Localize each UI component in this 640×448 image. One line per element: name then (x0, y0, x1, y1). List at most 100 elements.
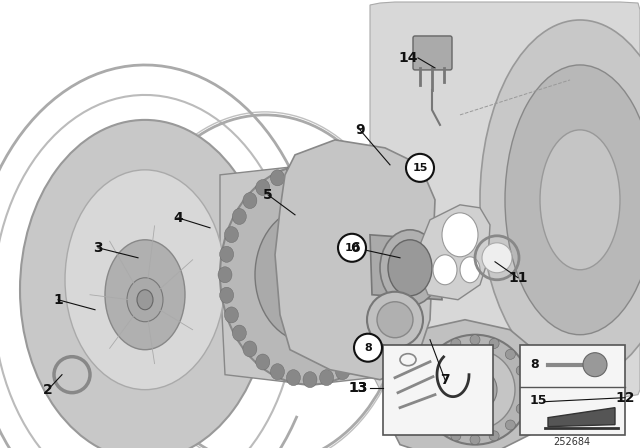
Text: 10: 10 (344, 243, 360, 253)
Ellipse shape (381, 307, 396, 323)
Polygon shape (275, 140, 435, 379)
Polygon shape (548, 408, 615, 426)
Ellipse shape (435, 349, 445, 359)
Ellipse shape (232, 208, 246, 224)
Ellipse shape (516, 404, 526, 414)
Circle shape (406, 154, 434, 182)
Ellipse shape (271, 170, 284, 186)
Text: 3: 3 (93, 241, 103, 255)
Polygon shape (385, 320, 545, 448)
Text: 5: 5 (263, 188, 273, 202)
Ellipse shape (243, 341, 257, 357)
Ellipse shape (451, 339, 461, 349)
Text: 11: 11 (508, 271, 528, 285)
Ellipse shape (256, 180, 270, 195)
Text: 15: 15 (412, 163, 428, 173)
Ellipse shape (583, 353, 607, 377)
Circle shape (354, 334, 382, 362)
Ellipse shape (363, 341, 377, 357)
Ellipse shape (105, 240, 185, 350)
Ellipse shape (420, 385, 430, 395)
Bar (520, 345, 625, 435)
Circle shape (338, 234, 366, 262)
Ellipse shape (380, 230, 440, 306)
Text: 4: 4 (173, 211, 183, 225)
Ellipse shape (287, 164, 300, 180)
Text: 12: 12 (615, 391, 635, 405)
Ellipse shape (220, 287, 234, 303)
Ellipse shape (60, 363, 84, 387)
Ellipse shape (520, 385, 530, 395)
Ellipse shape (506, 349, 515, 359)
Ellipse shape (489, 431, 499, 441)
Ellipse shape (218, 267, 232, 283)
Polygon shape (418, 205, 490, 300)
Ellipse shape (319, 164, 333, 180)
Ellipse shape (20, 120, 270, 448)
Ellipse shape (451, 431, 461, 441)
Ellipse shape (225, 227, 239, 243)
Ellipse shape (387, 287, 401, 303)
Ellipse shape (303, 162, 317, 178)
Text: 13: 13 (348, 381, 368, 395)
Ellipse shape (381, 227, 396, 243)
Bar (383, 345, 493, 435)
Ellipse shape (424, 366, 434, 375)
Text: 2: 2 (43, 383, 53, 396)
Ellipse shape (480, 20, 640, 379)
Ellipse shape (377, 302, 413, 338)
Ellipse shape (374, 325, 388, 341)
Ellipse shape (460, 257, 480, 283)
Ellipse shape (442, 213, 478, 257)
Polygon shape (370, 2, 640, 398)
Ellipse shape (420, 335, 530, 444)
Ellipse shape (220, 246, 234, 262)
Ellipse shape (232, 325, 246, 341)
Polygon shape (370, 235, 442, 300)
Ellipse shape (388, 240, 432, 296)
Polygon shape (220, 165, 400, 385)
Ellipse shape (387, 246, 401, 262)
Text: 9: 9 (355, 123, 365, 137)
Ellipse shape (470, 435, 480, 444)
Ellipse shape (435, 420, 445, 430)
Ellipse shape (335, 170, 349, 186)
Ellipse shape (287, 370, 300, 386)
Ellipse shape (335, 364, 349, 380)
Ellipse shape (319, 370, 333, 386)
Ellipse shape (433, 255, 457, 285)
Text: 8: 8 (530, 358, 539, 371)
Ellipse shape (540, 130, 620, 270)
Text: 6: 6 (350, 241, 360, 255)
Ellipse shape (350, 180, 364, 195)
Text: 15: 15 (530, 394, 547, 407)
Ellipse shape (374, 208, 388, 224)
Text: 252684: 252684 (554, 437, 591, 447)
Ellipse shape (137, 290, 153, 310)
Text: 14: 14 (398, 51, 418, 65)
Ellipse shape (388, 267, 402, 283)
Ellipse shape (470, 335, 480, 345)
Ellipse shape (303, 372, 317, 388)
Ellipse shape (453, 368, 497, 412)
Ellipse shape (256, 354, 270, 370)
Ellipse shape (482, 243, 512, 273)
Text: 7: 7 (440, 373, 450, 387)
FancyBboxPatch shape (413, 36, 452, 70)
Ellipse shape (225, 307, 239, 323)
Ellipse shape (271, 364, 284, 380)
Ellipse shape (363, 193, 377, 209)
Ellipse shape (255, 207, 365, 343)
Ellipse shape (350, 354, 364, 370)
Text: 13: 13 (348, 381, 368, 395)
Ellipse shape (516, 366, 526, 375)
Text: 1: 1 (53, 293, 63, 307)
Polygon shape (310, 265, 372, 284)
Ellipse shape (367, 292, 423, 348)
Ellipse shape (280, 237, 340, 313)
Text: 8: 8 (364, 343, 372, 353)
Ellipse shape (243, 193, 257, 209)
Ellipse shape (220, 165, 400, 385)
Ellipse shape (424, 404, 434, 414)
Ellipse shape (505, 65, 640, 335)
